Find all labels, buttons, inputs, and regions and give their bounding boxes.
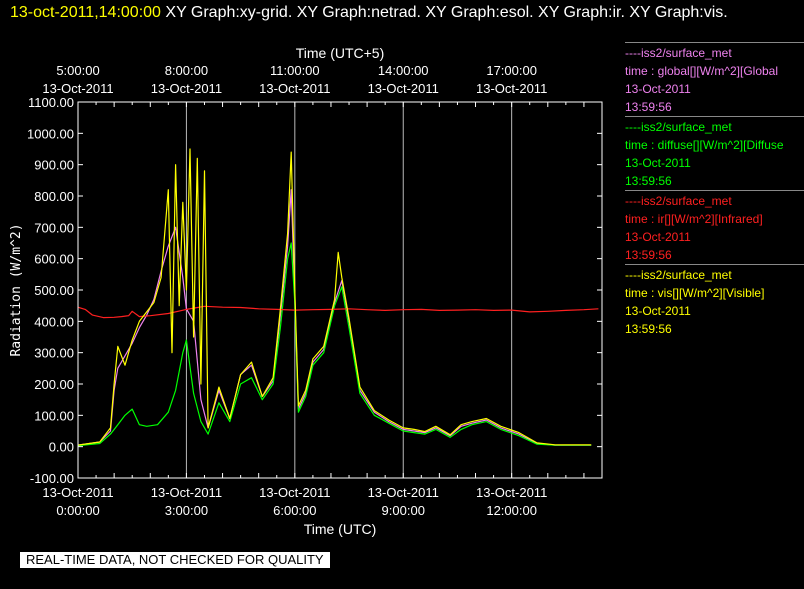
- legend-entry-ir: ----iss2/surface_met time : ir[][W/m^2][…: [625, 190, 804, 264]
- legend-desc: time : vis[][W/m^2][Visible]: [625, 286, 765, 300]
- legend-time: 13:59:56: [625, 100, 672, 114]
- series-line-global: [78, 189, 592, 446]
- legend-divider: [625, 190, 804, 191]
- y-tick-label: 600.00: [34, 252, 74, 267]
- y-tick-label: 900.00: [34, 158, 74, 173]
- legend-time: 13:59:56: [625, 248, 672, 262]
- legend-entry-global: ----iss2/surface_met time : global[][W/m…: [625, 42, 804, 116]
- x-tick-label-time: 6:00:00: [273, 503, 316, 518]
- legend-date: 13-Oct-2011: [625, 82, 691, 96]
- legend-time: 13:59:56: [625, 322, 672, 336]
- y-tick-label: 1100.00: [28, 95, 74, 110]
- y-tick-label: 500.00: [34, 283, 74, 298]
- legend-entry-diffuse: ----iss2/surface_met time : diffuse[][W/…: [625, 116, 804, 190]
- y-tick-label: 1000.00: [27, 126, 74, 141]
- header-timestamp: 13-oct-2011,14:00:00: [10, 4, 161, 21]
- chart-series: [78, 148, 599, 447]
- x2-tick-label-time: 17:00:00: [486, 63, 537, 78]
- chart-header: 13-oct-2011,14:00:00 XY Graph:xy-grid. X…: [10, 2, 800, 23]
- x2-tick-label-time: 5:00:00: [56, 63, 99, 78]
- x2-tick-label-date: 13-Oct-2011: [259, 81, 330, 96]
- y-tick-label: 0.00: [49, 440, 74, 455]
- x2-axis-label: Time (UTC+5): [296, 45, 385, 61]
- series-line-vis: [78, 148, 592, 446]
- quality-notice: REAL-TIME DATA, NOT CHECKED FOR QUALITY: [20, 552, 330, 568]
- legend: ----iss2/surface_met time : global[][W/m…: [625, 42, 804, 338]
- legend-date: 13-Oct-2011: [625, 156, 691, 170]
- x2-tick-label-time: 8:00:00: [165, 63, 208, 78]
- header-title: XY Graph:xy-grid. XY Graph:netrad. XY Gr…: [165, 4, 728, 21]
- x2-tick-label-time: 14:00:00: [378, 63, 429, 78]
- x2-tick-label-date: 13-Oct-2011: [151, 81, 222, 96]
- x-tick-label-date: 13-Oct-2011: [368, 485, 439, 500]
- x2-tick-label-time: 11:00:00: [270, 63, 320, 78]
- x2-tick-label-date: 13-Oct-2011: [368, 81, 439, 96]
- legend-date: 13-Oct-2011: [625, 304, 691, 318]
- x-tick-label-date: 13-Oct-2011: [476, 485, 547, 500]
- y-tick-label: 800.00: [34, 189, 74, 204]
- x-tick-label-time: 3:00:00: [165, 503, 208, 518]
- y-tick-label: 200.00: [34, 377, 74, 392]
- x-tick-label-date: 13-Oct-2011: [151, 485, 222, 500]
- x-tick-label-time: 12:00:00: [486, 503, 537, 518]
- y-tick-label: 100.00: [34, 408, 74, 423]
- x-axis-label: Time (UTC): [304, 521, 377, 537]
- legend-entry-vis: ----iss2/surface_met time : vis[][W/m^2]…: [625, 264, 804, 338]
- x-tick-label-date: 13-Oct-2011: [42, 485, 113, 500]
- legend-divider: [625, 116, 804, 117]
- legend-time: 13:59:56: [625, 174, 672, 188]
- x2-tick-label-date: 13-Oct-2011: [476, 81, 547, 96]
- legend-source: ----iss2/surface_met: [625, 120, 732, 134]
- y-axis-label: Radiation (W/m^2): [9, 223, 24, 356]
- y-tick-label: 300.00: [34, 346, 74, 361]
- x-tick-label-time: 9:00:00: [382, 503, 425, 518]
- legend-desc: time : global[][W/m^2][Global: [625, 64, 779, 78]
- legend-desc: time : ir[][W/m^2][Infrared]: [625, 212, 763, 226]
- legend-desc: time : diffuse[][W/m^2][Diffuse: [625, 138, 784, 152]
- x2-tick-label-date: 13-Oct-2011: [42, 81, 113, 96]
- series-line-ir: [78, 305, 599, 319]
- series-line-diffuse: [78, 242, 592, 447]
- chart-axes: -100.00 0.00 100.00 200.00 300.00 400.00 500.0…: [27, 63, 603, 518]
- legend-divider: [625, 42, 804, 43]
- y-tick-label: 400.00: [34, 314, 74, 329]
- y-tick-label: -100.00: [30, 471, 74, 486]
- legend-date: 13-Oct-2011: [625, 230, 691, 244]
- x-tick-label-date: 13-Oct-2011: [259, 485, 330, 500]
- legend-divider: [625, 264, 804, 265]
- y-tick-label: 700.00: [34, 220, 74, 235]
- legend-source: ----iss2/surface_met: [625, 194, 732, 208]
- x-tick-label-time: 0:00:00: [56, 503, 99, 518]
- legend-source: ----iss2/surface_met: [625, 268, 732, 282]
- legend-source: ----iss2/surface_met: [625, 46, 732, 60]
